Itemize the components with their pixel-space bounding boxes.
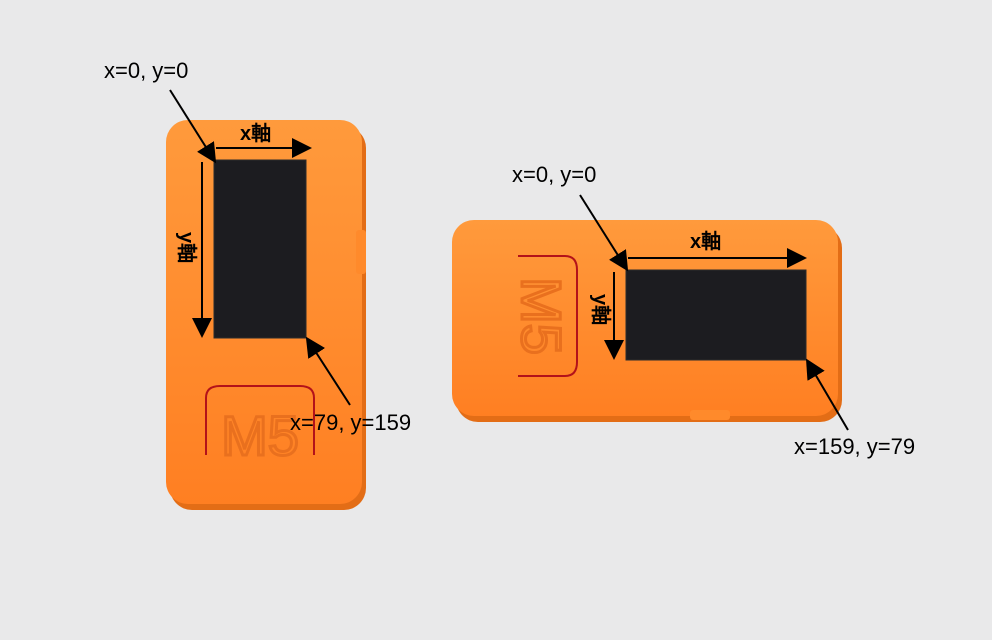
device-portrait-x-axis-label: x軸 xyxy=(240,123,272,145)
device-landscape-origin-pointer xyxy=(579,194,629,272)
device-portrait-logo: M5 xyxy=(221,404,299,467)
device-landscape-origin-label: x=0, y=0 xyxy=(512,162,597,187)
device-portrait-logo-outline xyxy=(205,385,315,455)
device-landscape-x-axis-label: x軸 xyxy=(690,231,722,253)
device-portrait-y-axis-label: y軸 xyxy=(175,232,197,264)
device-landscape-screen xyxy=(625,269,807,361)
device-portrait-end-label: x=79, y=159 xyxy=(290,410,412,435)
device-portrait-origin-label: x=0, y=0 xyxy=(104,58,189,83)
device-portrait-origin-pointer xyxy=(169,89,217,164)
device-portrait-side-button xyxy=(356,230,366,274)
device-landscape-y-axis-label: y軸 xyxy=(589,294,611,326)
device-landscape: M5 xyxy=(452,194,849,431)
device-landscape-side-button xyxy=(690,410,730,420)
device-landscape-logo: M5 xyxy=(510,277,573,355)
device-portrait-screen xyxy=(213,159,307,339)
device-landscape-logo-outline xyxy=(518,255,578,377)
device-landscape-end-label: x=159, y=79 xyxy=(794,434,916,459)
device-portrait: M5 xyxy=(166,89,366,510)
device-portrait-end-pointer xyxy=(305,336,351,406)
device-landscape-end-pointer xyxy=(805,358,849,431)
